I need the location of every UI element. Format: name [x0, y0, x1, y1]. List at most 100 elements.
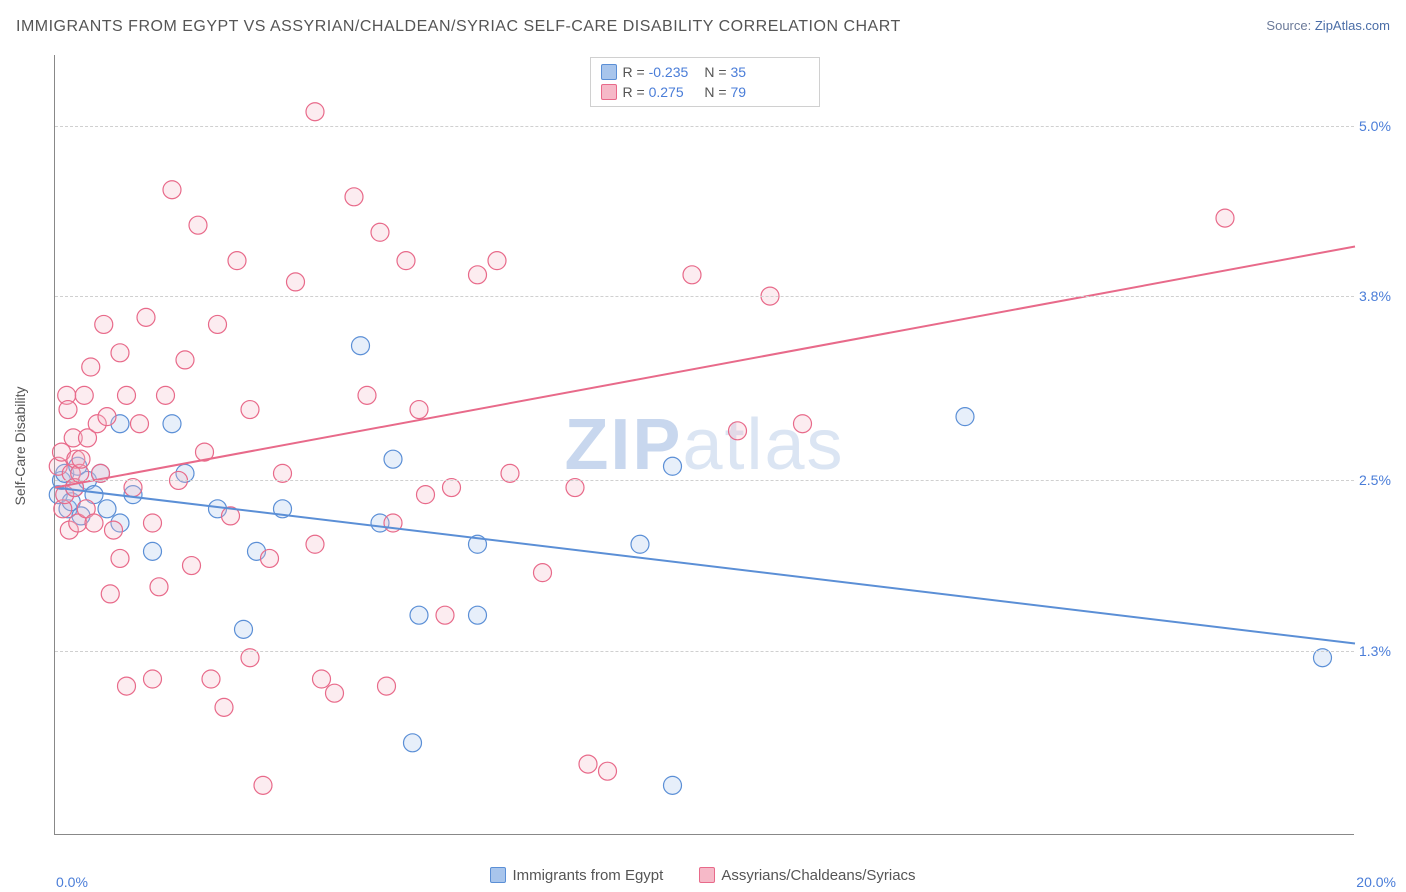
- data-point-egypt: [631, 535, 649, 553]
- gridline: [55, 651, 1354, 652]
- data-point-assyrian: [306, 103, 324, 121]
- data-point-assyrian: [436, 606, 454, 624]
- data-point-assyrian: [261, 549, 279, 567]
- data-point-assyrian: [241, 401, 259, 419]
- data-point-egypt: [352, 337, 370, 355]
- legend-row-egypt: R = -0.235 N = 35: [601, 62, 809, 82]
- data-point-assyrian: [683, 266, 701, 284]
- data-point-assyrian: [287, 273, 305, 291]
- legend-label: Assyrians/Chaldeans/Syriacs: [721, 867, 915, 884]
- y-tick-label: 3.8%: [1359, 288, 1404, 304]
- data-point-assyrian: [794, 415, 812, 433]
- data-point-egypt: [384, 450, 402, 468]
- source-label: Source:: [1266, 18, 1311, 33]
- y-tick-label: 5.0%: [1359, 118, 1404, 134]
- data-point-assyrian: [358, 386, 376, 404]
- data-point-assyrian: [313, 670, 331, 688]
- data-point-assyrian: [534, 564, 552, 582]
- data-point-assyrian: [98, 408, 116, 426]
- correlation-legend: R = -0.235 N = 35R = 0.275 N = 79: [590, 57, 820, 107]
- data-point-assyrian: [326, 684, 344, 702]
- y-tick-label: 1.3%: [1359, 643, 1404, 659]
- data-point-assyrian: [189, 216, 207, 234]
- r-value: -0.235: [649, 62, 697, 82]
- legend-swatch-icon: [699, 867, 715, 883]
- r-label: R =: [623, 64, 649, 80]
- legend-swatch-icon: [490, 867, 506, 883]
- n-label: N =: [704, 64, 730, 80]
- n-label: N =: [704, 84, 730, 100]
- data-point-assyrian: [95, 315, 113, 333]
- data-point-assyrian: [101, 585, 119, 603]
- data-point-assyrian: [131, 415, 149, 433]
- data-point-assyrian: [118, 386, 136, 404]
- n-value: 35: [730, 62, 778, 82]
- trend-line-egypt: [55, 488, 1355, 644]
- scatter-svg: [55, 55, 1354, 834]
- data-point-egypt: [163, 415, 181, 433]
- source-link[interactable]: ZipAtlas.com: [1315, 18, 1390, 33]
- chart-plot-area: ZIPatlas R = -0.235 N = 35R = 0.275 N = …: [54, 55, 1354, 835]
- y-axis-label: Self-Care Disability: [12, 386, 28, 505]
- data-point-assyrian: [176, 351, 194, 369]
- data-point-assyrian: [579, 755, 597, 773]
- data-point-assyrian: [306, 535, 324, 553]
- y-tick-label: 2.5%: [1359, 472, 1404, 488]
- data-point-assyrian: [183, 557, 201, 575]
- data-point-assyrian: [202, 670, 220, 688]
- data-point-assyrian: [144, 670, 162, 688]
- data-point-assyrian: [111, 549, 129, 567]
- data-point-assyrian: [228, 252, 246, 270]
- r-label: R =: [623, 84, 649, 100]
- source-attribution: Source: ZipAtlas.com: [1266, 18, 1390, 33]
- data-point-assyrian: [144, 514, 162, 532]
- data-point-egypt: [144, 542, 162, 560]
- data-point-assyrian: [729, 422, 747, 440]
- data-point-assyrian: [254, 776, 272, 794]
- data-point-assyrian: [111, 344, 129, 362]
- data-point-assyrian: [397, 252, 415, 270]
- chart-title: IMMIGRANTS FROM EGYPT VS ASSYRIAN/CHALDE…: [16, 18, 1390, 36]
- r-value: 0.275: [649, 82, 697, 102]
- data-point-assyrian: [72, 450, 90, 468]
- data-point-assyrian: [59, 401, 77, 419]
- gridline: [55, 296, 1354, 297]
- gridline: [55, 480, 1354, 481]
- data-point-egypt: [404, 734, 422, 752]
- gridline: [55, 126, 1354, 127]
- data-point-assyrian: [215, 698, 233, 716]
- data-point-assyrian: [417, 486, 435, 504]
- data-point-assyrian: [118, 677, 136, 695]
- data-point-assyrian: [469, 266, 487, 284]
- legend-swatch-icon: [601, 84, 617, 100]
- data-point-egypt: [98, 500, 116, 518]
- data-point-assyrian: [82, 358, 100, 376]
- data-point-egypt: [664, 457, 682, 475]
- data-point-assyrian: [137, 308, 155, 326]
- data-point-assyrian: [345, 188, 363, 206]
- data-point-egypt: [410, 606, 428, 624]
- legend-row-assyrian: R = 0.275 N = 79: [601, 82, 809, 102]
- data-point-assyrian: [209, 315, 227, 333]
- data-point-assyrian: [1216, 209, 1234, 227]
- data-point-assyrian: [488, 252, 506, 270]
- series-legend: Immigrants from Egypt Assyrians/Chaldeans…: [0, 867, 1406, 884]
- data-point-assyrian: [85, 514, 103, 532]
- data-point-assyrian: [105, 521, 123, 539]
- data-point-egypt: [956, 408, 974, 426]
- data-point-assyrian: [163, 181, 181, 199]
- data-point-assyrian: [378, 677, 396, 695]
- data-point-assyrian: [157, 386, 175, 404]
- data-point-assyrian: [150, 578, 168, 596]
- legend-item-egypt: Immigrants from Egypt: [490, 867, 663, 884]
- legend-label: Immigrants from Egypt: [512, 867, 663, 884]
- legend-swatch-icon: [601, 64, 617, 80]
- data-point-assyrian: [75, 386, 93, 404]
- data-point-assyrian: [599, 762, 617, 780]
- data-point-egypt: [235, 620, 253, 638]
- data-point-assyrian: [410, 401, 428, 419]
- legend-item-assyrian: Assyrians/Chaldeans/Syriacs: [699, 867, 915, 884]
- trend-line-assyrian: [55, 246, 1355, 487]
- data-point-assyrian: [371, 223, 389, 241]
- data-point-egypt: [664, 776, 682, 794]
